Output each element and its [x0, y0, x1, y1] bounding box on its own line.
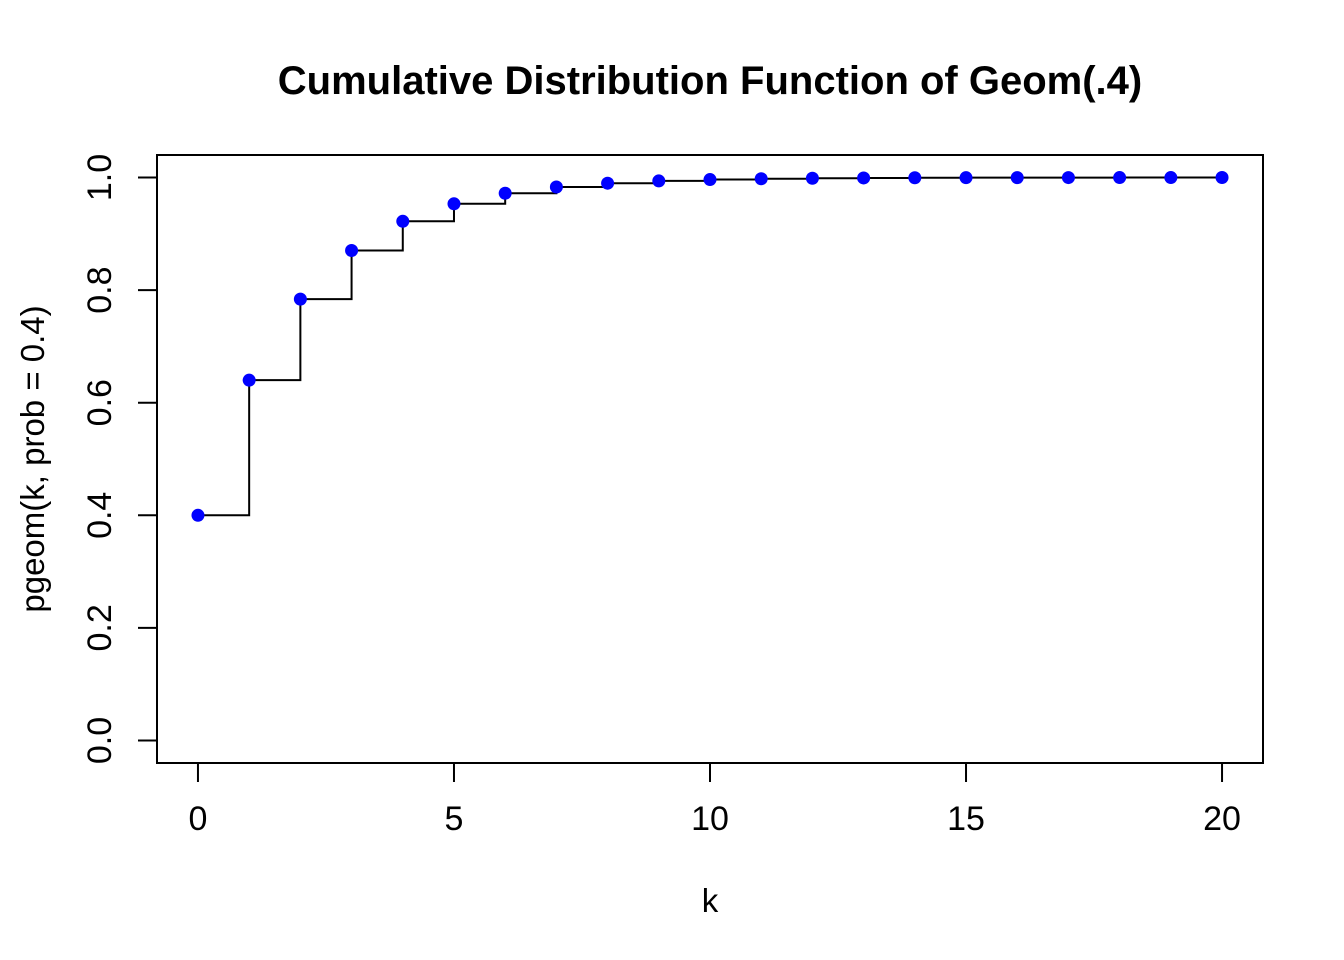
x-axis-label: k [702, 882, 719, 919]
data-point [805, 171, 819, 185]
data-point [754, 172, 768, 186]
data-point [1113, 171, 1127, 185]
y-tick-label: 0.0 [81, 717, 119, 764]
y-tick-label: 0.8 [81, 266, 119, 313]
x-tick-label: 10 [691, 800, 729, 838]
data-point [703, 173, 717, 187]
data-point [652, 174, 666, 188]
data-point [345, 243, 359, 257]
data-point [601, 176, 615, 190]
data-point [396, 214, 410, 228]
data-point [242, 373, 256, 387]
y-tick-label: 0.2 [81, 604, 119, 651]
plot-box [156, 154, 1264, 764]
x-tick-label: 20 [1203, 800, 1241, 838]
data-point [191, 508, 205, 522]
data-point [293, 292, 307, 306]
y-tick-label: 1.0 [81, 154, 119, 201]
data-point [857, 171, 871, 185]
y-axis-label: pgeom(k, prob = 0.4) [14, 305, 51, 612]
data-point [447, 197, 461, 211]
data-point [1061, 171, 1075, 185]
data-point [1215, 171, 1229, 185]
chart-title: Cumulative Distribution Function of Geom… [278, 59, 1142, 103]
y-tick-label: 0.6 [81, 379, 119, 426]
data-point [1164, 171, 1178, 185]
data-point [549, 180, 563, 194]
x-tick-label: 5 [445, 800, 464, 838]
data-point [908, 171, 922, 185]
data-point [1010, 171, 1024, 185]
data-point [959, 171, 973, 185]
x-tick-label: 15 [947, 800, 985, 838]
y-tick-label: 0.4 [81, 492, 119, 539]
data-point [498, 186, 512, 200]
x-tick-label: 0 [189, 800, 208, 838]
cdf-step-line [197, 176, 1224, 517]
plot-area: 0 5 10 15 20 0.0 0.2 0.4 0.6 0.8 1.0 [81, 154, 1264, 838]
